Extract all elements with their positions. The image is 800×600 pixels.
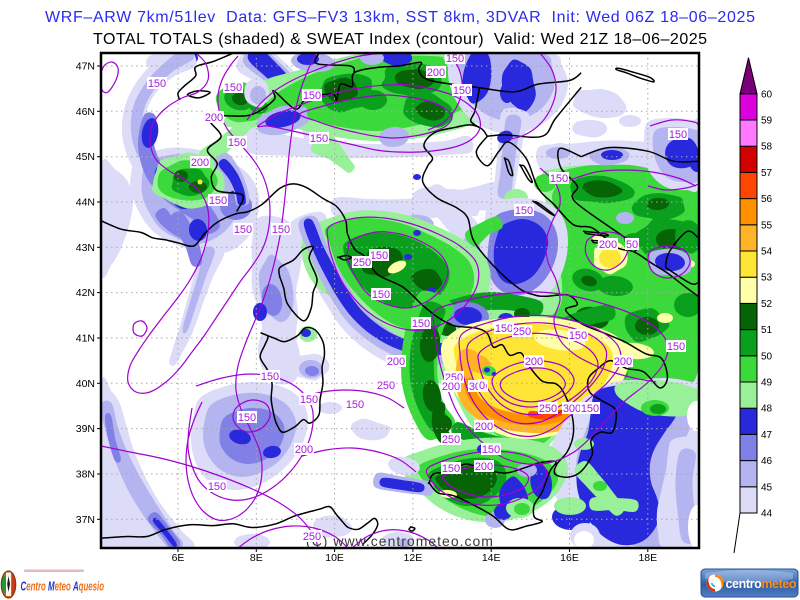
svg-text:10E: 10E <box>325 552 344 564</box>
svg-text:6E: 6E <box>172 552 185 564</box>
svg-text:250: 250 <box>377 380 395 392</box>
svg-text:150: 150 <box>442 463 460 475</box>
svg-text:54: 54 <box>761 247 773 258</box>
svg-text:200: 200 <box>191 157 209 169</box>
svg-text:150: 150 <box>148 78 166 90</box>
svg-text:150: 150 <box>208 481 226 493</box>
svg-text:55: 55 <box>761 220 773 231</box>
svg-text:250: 250 <box>513 326 531 338</box>
svg-text:45N: 45N <box>76 151 95 163</box>
svg-text:12E: 12E <box>404 552 423 564</box>
svg-text:200: 200 <box>295 444 313 456</box>
svg-text:60: 60 <box>761 89 773 100</box>
svg-text:150: 150 <box>581 403 599 415</box>
svg-text:50: 50 <box>761 351 773 362</box>
svg-text:48: 48 <box>761 404 773 415</box>
svg-text:38N: 38N <box>76 469 95 481</box>
svg-text:150: 150 <box>495 323 513 335</box>
svg-text:41N: 41N <box>76 333 95 345</box>
svg-text:150: 150 <box>228 137 246 149</box>
svg-text:47: 47 <box>761 430 773 441</box>
svg-text:WRF–ARW 7km/51lev Data: GFS–F: WRF–ARW 7km/51lev Data: GFS–FV3 13km, SS… <box>45 9 755 26</box>
svg-text:0: 0 <box>479 380 485 392</box>
svg-text:150: 150 <box>300 394 318 406</box>
svg-text:150: 150 <box>667 341 685 353</box>
svg-text:150: 150 <box>346 399 364 411</box>
svg-text:59: 59 <box>761 116 773 127</box>
svg-text:200: 200 <box>205 112 223 124</box>
svg-text:200: 200 <box>427 67 445 79</box>
svg-text:56: 56 <box>761 194 773 205</box>
svg-text:150: 150 <box>515 205 533 217</box>
svg-text:47N: 47N <box>76 61 95 73</box>
svg-text:250: 250 <box>442 434 460 446</box>
svg-text:150: 150 <box>446 53 464 65</box>
svg-text:49: 49 <box>761 378 773 389</box>
svg-text:200: 200 <box>387 356 405 368</box>
svg-text:Centro Meteo Aquesio: Centro Meteo Aquesio <box>21 581 105 594</box>
svg-text:150: 150 <box>234 224 252 236</box>
svg-text:150: 150 <box>272 224 290 236</box>
svg-text:45: 45 <box>761 482 773 493</box>
svg-text:250: 250 <box>303 531 321 543</box>
svg-text:150: 150 <box>261 371 279 383</box>
svg-text:16E: 16E <box>560 552 579 564</box>
svg-text:18E: 18E <box>638 552 657 564</box>
svg-text:200: 200 <box>475 461 493 473</box>
svg-text:57: 57 <box>761 168 773 179</box>
svg-text:42N: 42N <box>76 287 95 299</box>
svg-text:44N: 44N <box>76 197 95 209</box>
svg-text:40N: 40N <box>76 378 95 390</box>
svg-text:TOTAL TOTALS (shaded) & SWEAT: TOTAL TOTALS (shaded) & SWEAT Index (con… <box>93 31 707 48</box>
svg-text:200: 200 <box>614 356 632 368</box>
svg-text:44: 44 <box>761 509 773 520</box>
svg-text:50: 50 <box>626 239 638 251</box>
svg-text:200: 200 <box>525 356 543 368</box>
svg-text:150: 150 <box>372 289 390 301</box>
svg-text:300: 300 <box>563 403 581 415</box>
svg-text:150: 150 <box>482 444 500 456</box>
svg-text:8E: 8E <box>250 552 263 564</box>
svg-text:200: 200 <box>475 421 493 433</box>
svg-text:150: 150 <box>669 129 687 141</box>
svg-text:150: 150 <box>238 412 256 424</box>
svg-text:250: 250 <box>539 403 557 415</box>
svg-text:51: 51 <box>761 325 773 336</box>
svg-text:150: 150 <box>310 133 328 145</box>
svg-text:150: 150 <box>224 82 242 94</box>
svg-text:46N: 46N <box>76 106 95 118</box>
svg-text:52: 52 <box>761 299 773 310</box>
svg-text:39N: 39N <box>76 423 95 435</box>
svg-text:43N: 43N <box>76 242 95 254</box>
svg-text:150: 150 <box>412 318 430 330</box>
svg-text:58: 58 <box>761 142 773 153</box>
svg-text:14E: 14E <box>482 552 501 564</box>
svg-text:150: 150 <box>569 330 587 342</box>
svg-text:150: 150 <box>453 85 471 97</box>
svg-text:53: 53 <box>761 273 773 284</box>
svg-text:200: 200 <box>442 381 460 393</box>
svg-text:250: 250 <box>353 257 371 269</box>
svg-text:150: 150 <box>209 195 227 207</box>
svg-text:46: 46 <box>761 456 773 467</box>
svg-text:150: 150 <box>303 90 321 102</box>
svg-text:(C) www.centrometeo.com: (C) www.centrometeo.com <box>306 533 494 549</box>
svg-text:200: 200 <box>599 239 617 251</box>
svg-text:37N: 37N <box>76 514 95 526</box>
svg-text:centrometeo: centrometeo <box>726 577 797 591</box>
svg-text:150: 150 <box>370 250 388 262</box>
svg-text:150: 150 <box>550 173 568 185</box>
